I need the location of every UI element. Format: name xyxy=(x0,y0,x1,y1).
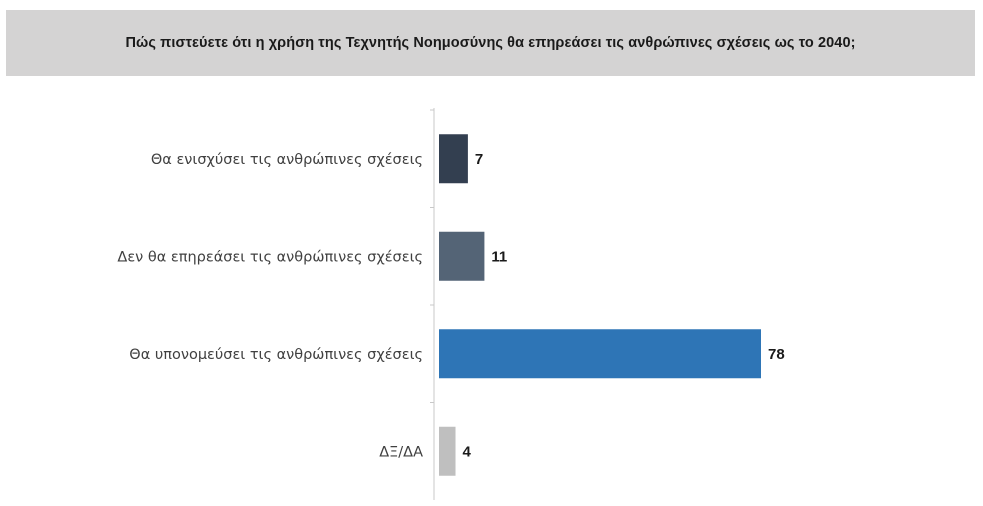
chart-title: Πώς πιστεύετε ότι η χρήση της Τεχνητής Ν… xyxy=(125,35,856,51)
bar xyxy=(439,426,456,476)
bar xyxy=(439,329,761,379)
category-label: ΔΞ/ΔΑ xyxy=(379,444,423,460)
bar xyxy=(439,134,468,184)
category-label: Θα υπονομεύσει τις ανθρώπινες σχέσεις xyxy=(129,347,423,363)
value-label: 78 xyxy=(768,346,785,363)
category-label: Δεν θα επηρεάσει τις ανθρώπινες σχέσεις xyxy=(117,249,423,265)
value-label: 4 xyxy=(463,443,472,460)
category-label: Θα ενισχύσει τις ανθρώπινες σχέσεις xyxy=(151,152,423,168)
value-label: 11 xyxy=(491,248,507,265)
title-bar: Πώς πιστεύετε ότι η χρήση της Τεχνητής Ν… xyxy=(6,10,975,76)
bar xyxy=(439,231,485,281)
value-label: 7 xyxy=(475,151,483,168)
